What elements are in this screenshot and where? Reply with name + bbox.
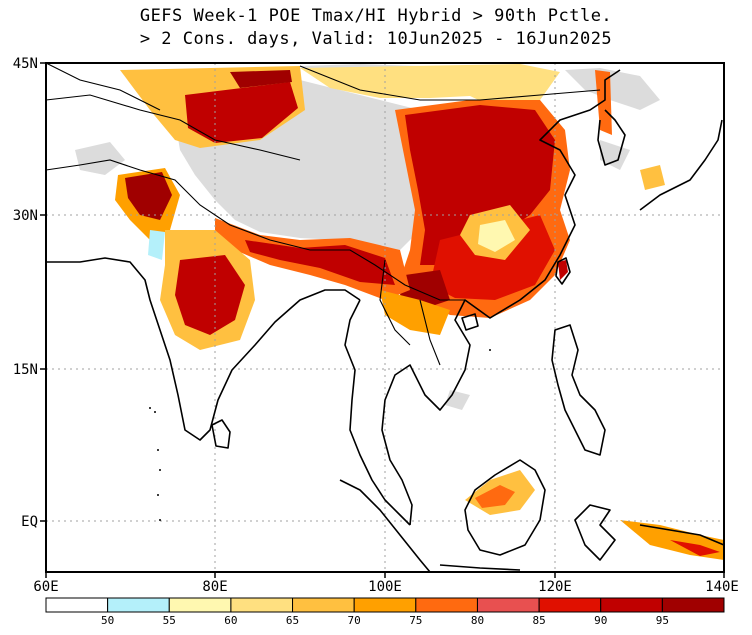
colorbar-box <box>168 597 232 613</box>
border-kazakh <box>46 63 161 111</box>
island-dot <box>159 469 161 471</box>
colorbar-boxes <box>45 597 725 613</box>
shade-korea <box>595 70 612 135</box>
shade-taiwan <box>558 260 568 280</box>
border-south-asia <box>46 159 465 301</box>
colorbar-label-60: 60 <box>224 614 237 627</box>
border-central-asia <box>46 94 301 161</box>
coast-korea <box>597 109 626 166</box>
colorbar-box <box>538 597 602 613</box>
shade-japan <box>640 165 665 190</box>
probability-shading <box>115 64 724 560</box>
shade-tarim-north <box>230 70 292 88</box>
colorbar-label-80: 80 <box>471 614 484 627</box>
colorbar-box <box>600 597 663 613</box>
shade-punjab-95 <box>125 172 172 220</box>
shade-tarim-95 <box>185 82 298 143</box>
coast-taiwan <box>555 257 571 285</box>
coast-sulawesi <box>574 504 616 561</box>
map-title-line1: GEFS Week-1 POE Tmax/HI Hybrid > 90th Pc… <box>139 6 613 26</box>
map-body <box>46 63 724 572</box>
lon-label-140e: 140E <box>705 579 739 595</box>
shade-east-indonesia-90 <box>670 540 720 556</box>
lat-label-15n: 15N <box>13 362 38 378</box>
colorbar-label-50: 50 <box>101 614 114 627</box>
coast-india <box>46 257 361 441</box>
colorbar-label-85: 85 <box>532 614 545 627</box>
coast-malay-west <box>344 299 411 526</box>
island-dot <box>149 407 151 409</box>
colorbar-label-55: 55 <box>163 614 176 627</box>
island-dot <box>489 349 491 351</box>
coast-borneo <box>464 459 546 556</box>
coast-philippines <box>551 324 606 456</box>
coast-newguinea <box>639 524 724 546</box>
colorbar-label-90: 90 <box>594 614 607 627</box>
colorbar-label-65: 65 <box>286 614 299 627</box>
island-dot <box>157 494 159 496</box>
border-mongolia <box>299 65 601 101</box>
axis-ticks <box>40 62 725 578</box>
shade-borneo-80 <box>475 485 515 508</box>
shade-sichuan-60 <box>478 220 515 252</box>
island-dots <box>149 349 491 521</box>
island-dot <box>159 519 161 521</box>
island-dot <box>157 449 159 451</box>
lat-label-eq: EQ <box>21 514 38 530</box>
colorbar-label-75: 75 <box>409 614 422 627</box>
coast-japan <box>639 119 723 211</box>
colorbar-box <box>107 597 170 613</box>
border-myanmar <box>379 259 411 346</box>
colorbar-box <box>415 597 478 613</box>
colorbar-box <box>230 597 294 613</box>
coast-java <box>439 564 521 571</box>
colorbar-label-70: 70 <box>348 614 361 627</box>
lon-label-60e: 60E <box>33 579 58 595</box>
borders <box>46 63 601 366</box>
colorbar-box <box>45 597 109 613</box>
island-dot <box>154 411 156 413</box>
coast-hainan <box>461 313 479 331</box>
colorbar-label-95: 95 <box>656 614 669 627</box>
map-title-line2: > 2 Cons. days, Valid: 10Jun2025 - 16Jun… <box>139 29 613 49</box>
shade-indochina-75 <box>380 290 450 335</box>
lat-label-30n: 30N <box>13 208 38 224</box>
colorbar-labels: 50 55 60 65 70 75 80 85 90 95 <box>101 614 669 627</box>
lon-label-100e: 100E <box>368 579 402 595</box>
colorbar-box <box>476 597 540 613</box>
shade-india-55 <box>148 230 165 260</box>
shade-himalaya-95 <box>245 240 395 285</box>
shade-india-95 <box>175 255 245 335</box>
border-laos <box>419 299 441 366</box>
coast-sumatra <box>339 479 431 572</box>
shade-eastchina-95 <box>405 105 555 265</box>
lon-label-120e: 120E <box>538 579 572 595</box>
coast-srilanka <box>211 419 231 449</box>
lat-label-45n: 45N <box>13 56 38 72</box>
colorbar-box <box>661 597 725 613</box>
lon-label-80e: 80E <box>202 579 227 595</box>
colorbar-box <box>292 597 355 613</box>
colorbar-box <box>353 597 417 613</box>
colorbar: 50 55 60 65 70 75 80 85 90 95 <box>45 597 725 627</box>
